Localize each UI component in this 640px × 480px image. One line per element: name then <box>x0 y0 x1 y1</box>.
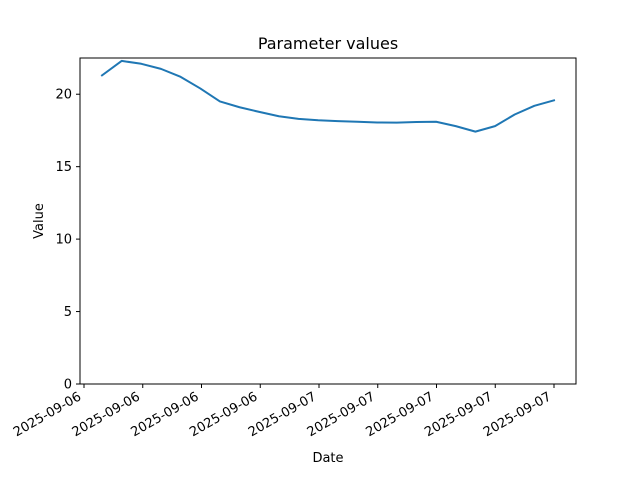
y-tick-label: 10 <box>55 233 72 248</box>
y-axis-label: Value <box>32 203 47 239</box>
series-line-1 <box>100 59 556 133</box>
chart-title: Parameter values <box>258 34 398 53</box>
y-tick-label: 5 <box>64 305 72 320</box>
y-axis-ticks: 0 5 10 15 20 <box>55 88 80 393</box>
plot-area-frame <box>79 57 577 385</box>
y-tick-label: 0 <box>64 378 72 393</box>
x-axis-ticks: 2025-09-062025-09-062025-09-062025-09-06… <box>11 384 555 440</box>
y-tick-label: 15 <box>55 160 72 175</box>
x-axis-label: Date <box>312 451 343 466</box>
plot-series <box>100 59 556 133</box>
y-tick-label: 20 <box>55 88 72 103</box>
